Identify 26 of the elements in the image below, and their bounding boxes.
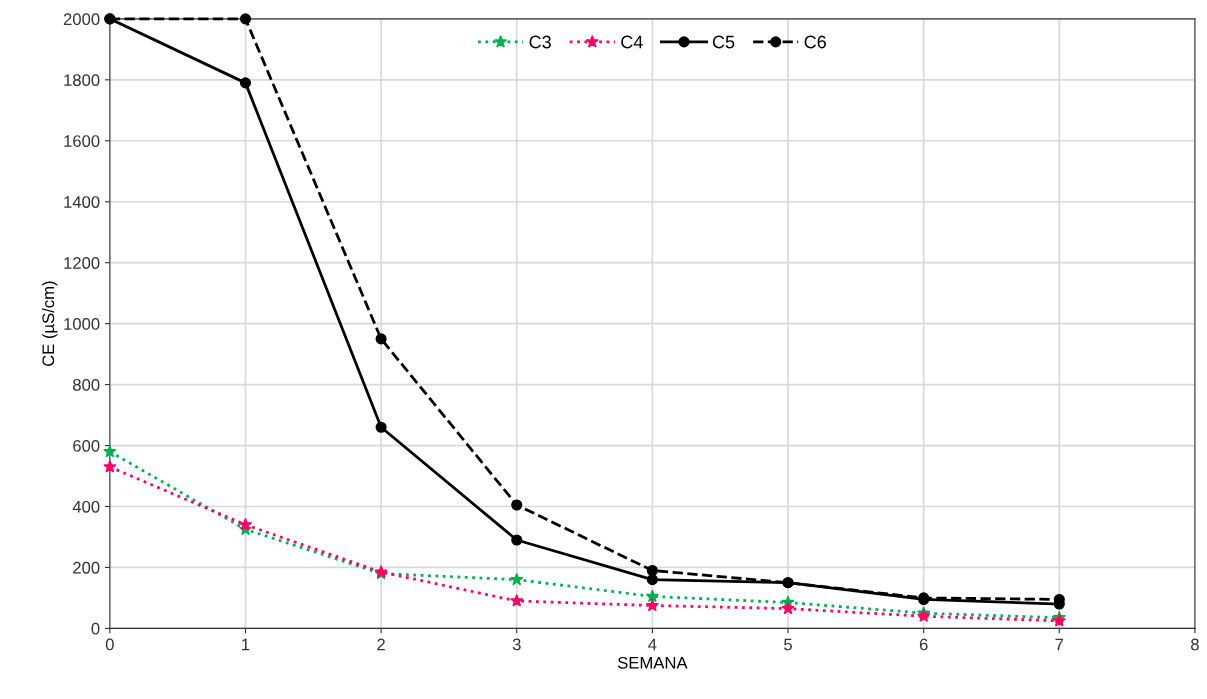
y-tick-label: 200 bbox=[73, 561, 100, 574]
x-tick-label: 0 bbox=[105, 638, 114, 651]
y-tick-label: 1400 bbox=[64, 196, 100, 208]
y-tick-label: 1600 bbox=[64, 135, 100, 147]
legend-label: C5 bbox=[712, 35, 735, 49]
x-tick-label: 8 bbox=[1191, 638, 1199, 651]
legend-label: C3 bbox=[529, 35, 551, 49]
x-tick-label: 6 bbox=[919, 638, 928, 651]
legend-label: C6 bbox=[804, 35, 826, 49]
y-tick-label: 0 bbox=[91, 622, 100, 635]
y-tick-label: 2000 bbox=[63, 13, 100, 26]
x-tick-label: 4 bbox=[648, 638, 657, 651]
y-axis-title: CE (µS/cm) bbox=[41, 281, 58, 367]
y-tick-label: 400 bbox=[72, 500, 100, 513]
y-tick-label: 600 bbox=[73, 439, 100, 452]
x-tick-label: 7 bbox=[1055, 638, 1064, 651]
y-tick-label: 1200 bbox=[64, 257, 100, 269]
x-tick-label: 1 bbox=[242, 638, 250, 651]
y-tick-label: 1800 bbox=[64, 74, 100, 87]
x-tick-label: 5 bbox=[784, 638, 792, 651]
y-tick-label: 1000 bbox=[64, 318, 100, 330]
x-axis-title: SEMANA bbox=[617, 656, 688, 669]
legend-label: C4 bbox=[621, 35, 643, 49]
x-tick-label: 2 bbox=[377, 638, 385, 651]
y-tick-label: 800 bbox=[73, 378, 100, 391]
x-tick-label: 3 bbox=[512, 638, 521, 651]
